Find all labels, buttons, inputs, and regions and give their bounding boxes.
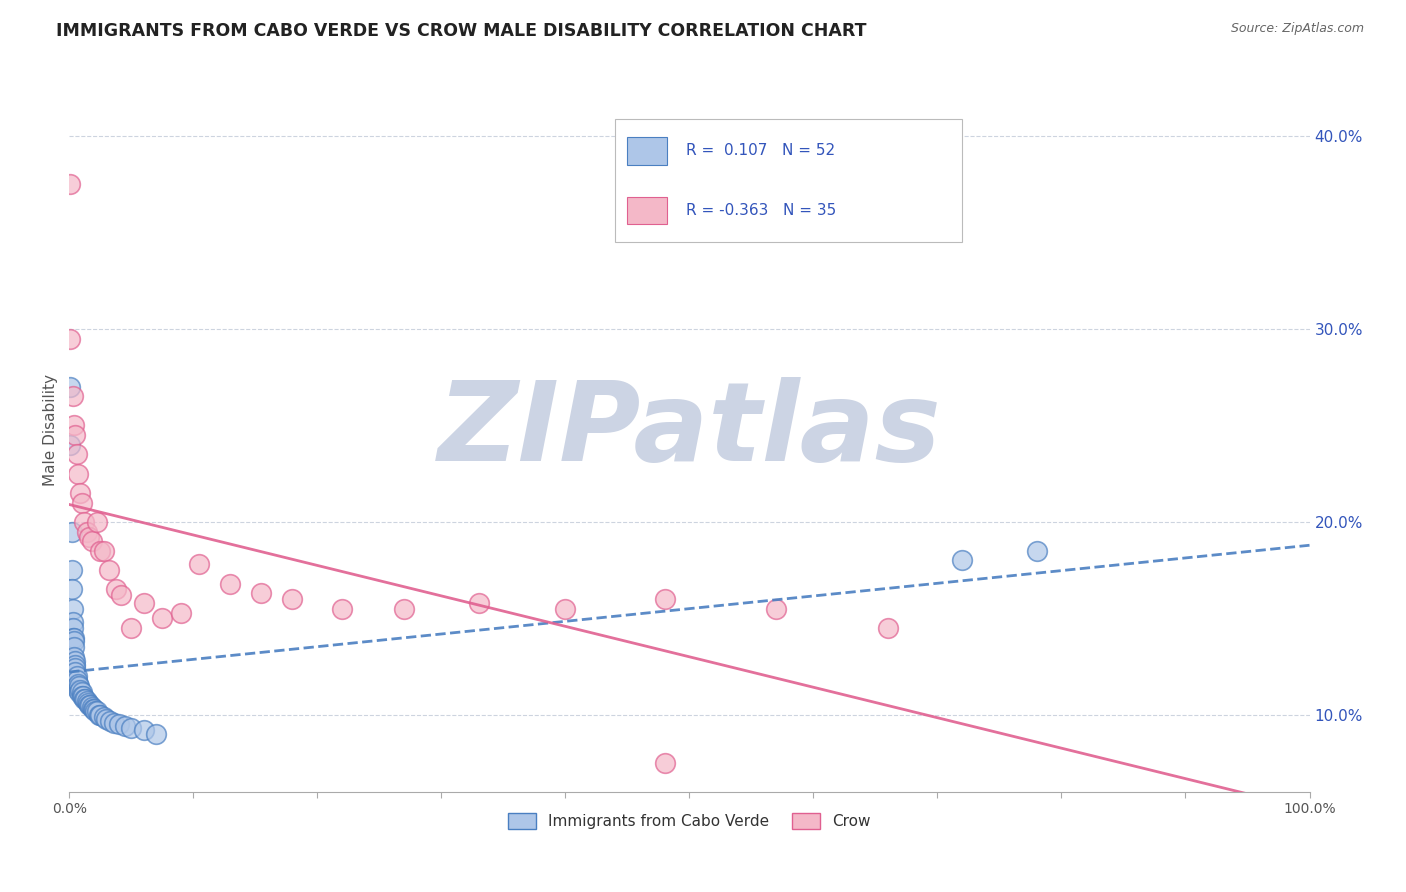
Point bbox=[65, 657, 87, 672]
Point bbox=[93, 710, 115, 724]
Point bbox=[93, 544, 115, 558]
Bar bbox=[627, 196, 666, 224]
Point bbox=[110, 588, 132, 602]
Point bbox=[80, 700, 103, 714]
Point bbox=[132, 596, 155, 610]
Point bbox=[70, 684, 93, 698]
Point bbox=[66, 682, 89, 697]
Point bbox=[77, 698, 100, 713]
Point bbox=[83, 702, 105, 716]
Point bbox=[89, 544, 111, 558]
Point bbox=[219, 576, 242, 591]
Point bbox=[73, 515, 96, 529]
Point bbox=[69, 682, 91, 697]
Point bbox=[66, 677, 89, 691]
Text: ZIPatlas: ZIPatlas bbox=[437, 376, 941, 483]
Point bbox=[62, 621, 84, 635]
Point bbox=[876, 621, 898, 635]
Point bbox=[98, 714, 121, 728]
Point bbox=[59, 178, 82, 192]
Point bbox=[76, 696, 98, 710]
Point bbox=[80, 534, 103, 549]
FancyBboxPatch shape bbox=[614, 120, 962, 242]
Point bbox=[60, 563, 83, 577]
Point bbox=[67, 684, 90, 698]
Point bbox=[97, 563, 120, 577]
Point bbox=[103, 715, 125, 730]
Point bbox=[89, 707, 111, 722]
Point bbox=[96, 712, 118, 726]
Point bbox=[120, 621, 142, 635]
Text: R =  0.107   N = 52: R = 0.107 N = 52 bbox=[686, 144, 835, 159]
Point bbox=[65, 661, 87, 675]
Point bbox=[330, 601, 353, 615]
Point bbox=[70, 495, 93, 509]
Point bbox=[467, 596, 489, 610]
Point bbox=[66, 467, 89, 481]
Y-axis label: Male Disability: Male Disability bbox=[44, 375, 58, 486]
Point bbox=[654, 592, 676, 607]
Point bbox=[145, 727, 167, 741]
Point bbox=[188, 558, 211, 572]
Point bbox=[62, 631, 84, 645]
Point bbox=[105, 582, 128, 597]
Bar bbox=[627, 137, 666, 165]
Point bbox=[79, 698, 101, 713]
Text: R = -0.363   N = 35: R = -0.363 N = 35 bbox=[686, 202, 837, 218]
Point bbox=[63, 634, 86, 648]
Point bbox=[63, 418, 86, 433]
Point bbox=[59, 380, 82, 394]
Point bbox=[82, 702, 104, 716]
Point bbox=[65, 428, 87, 442]
Point bbox=[63, 631, 86, 645]
Point bbox=[950, 553, 973, 567]
Point bbox=[60, 582, 83, 597]
Point bbox=[59, 332, 82, 346]
Point bbox=[62, 389, 84, 403]
Point bbox=[77, 530, 100, 544]
Point bbox=[84, 704, 107, 718]
Point bbox=[62, 615, 84, 630]
Legend: Immigrants from Cabo Verde, Crow: Immigrants from Cabo Verde, Crow bbox=[502, 806, 876, 835]
Point bbox=[62, 601, 84, 615]
Point bbox=[120, 721, 142, 735]
Point bbox=[69, 486, 91, 500]
Point bbox=[86, 515, 108, 529]
Point bbox=[70, 689, 93, 703]
Point bbox=[76, 524, 98, 539]
Point bbox=[392, 601, 415, 615]
Point bbox=[72, 689, 94, 703]
Point bbox=[1025, 544, 1047, 558]
Point bbox=[65, 654, 87, 668]
Point bbox=[66, 669, 89, 683]
Point bbox=[87, 707, 110, 722]
Point bbox=[132, 723, 155, 738]
Text: IMMIGRANTS FROM CABO VERDE VS CROW MALE DISABILITY CORRELATION CHART: IMMIGRANTS FROM CABO VERDE VS CROW MALE … bbox=[56, 22, 866, 40]
Point bbox=[150, 611, 173, 625]
Point bbox=[281, 592, 304, 607]
Point bbox=[108, 717, 131, 731]
Text: Source: ZipAtlas.com: Source: ZipAtlas.com bbox=[1230, 22, 1364, 36]
Point bbox=[114, 719, 136, 733]
Point bbox=[86, 704, 108, 718]
Point bbox=[66, 447, 89, 461]
Point bbox=[76, 694, 98, 708]
Point bbox=[67, 679, 90, 693]
Point bbox=[765, 601, 787, 615]
Point bbox=[66, 673, 89, 687]
Point bbox=[59, 438, 82, 452]
Point bbox=[75, 692, 97, 706]
Point bbox=[250, 586, 273, 600]
Point bbox=[60, 524, 83, 539]
Point bbox=[65, 665, 87, 680]
Point bbox=[170, 606, 193, 620]
Point bbox=[554, 601, 576, 615]
Point bbox=[73, 692, 96, 706]
Point bbox=[66, 679, 89, 693]
Point bbox=[63, 649, 86, 664]
Point bbox=[63, 640, 86, 655]
Point bbox=[654, 756, 676, 770]
